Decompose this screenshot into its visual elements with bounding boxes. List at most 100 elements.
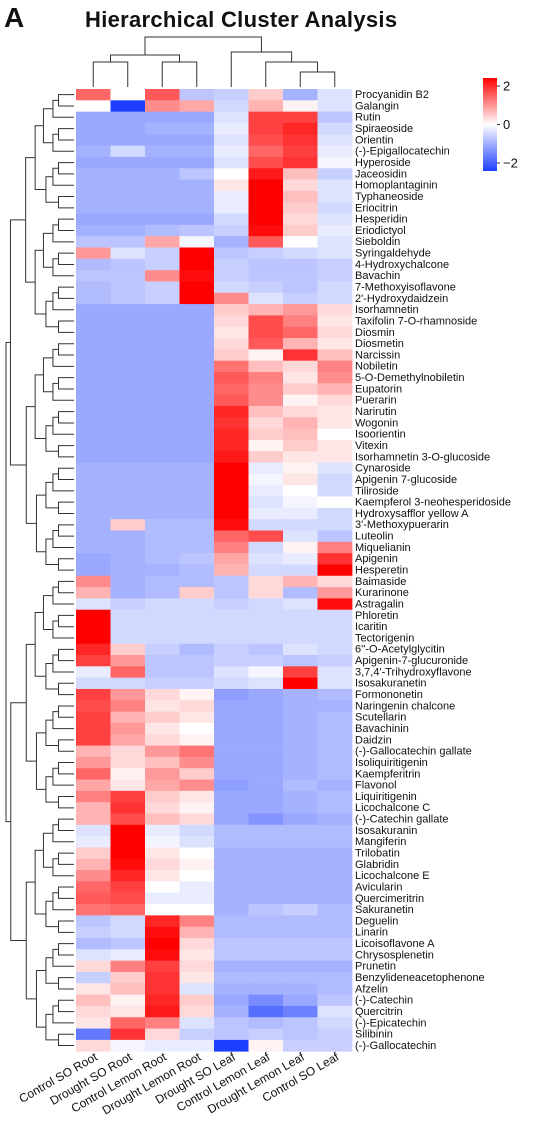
- heatmap-cell: [76, 1028, 111, 1041]
- heatmap-cell: [248, 315, 284, 328]
- heatmap-cell: [179, 496, 215, 509]
- heatmap-cell: [214, 575, 249, 588]
- heatmap-cell: [317, 1005, 353, 1018]
- dendrogram-branch: [45, 776, 59, 803]
- row-label: Hesperidin: [355, 214, 408, 226]
- heatmap-cell: [110, 236, 146, 248]
- heatmap-cell: [145, 89, 180, 101]
- heatmap-cell: [179, 338, 215, 350]
- heatmap-cell: [110, 994, 146, 1007]
- heatmap-cell: [76, 553, 111, 565]
- dendrogram-branch: [58, 94, 74, 107]
- dendrogram-branch: [58, 377, 74, 390]
- heatmap-cell: [214, 100, 249, 113]
- row-label: Kaempferitrin: [355, 768, 420, 780]
- heatmap-cell: [214, 372, 249, 384]
- row-label: Nobiletin: [355, 361, 398, 373]
- dendrogram-branch: [42, 832, 53, 868]
- dendrogram-branch: [52, 529, 74, 548]
- heatmap-cell: [110, 202, 146, 214]
- heatmap-cell: [283, 134, 318, 146]
- heatmap-cell: [317, 168, 353, 180]
- heatmap-cell: [76, 326, 111, 339]
- column-dendrogram: [92, 36, 336, 87]
- heatmap-cell: [145, 304, 180, 316]
- heatmap-cell: [248, 292, 284, 305]
- heatmap-cell: [214, 836, 249, 848]
- heatmap-cell: [179, 439, 215, 452]
- heatmap-cell: [283, 666, 318, 679]
- heatmap-cell: [76, 994, 111, 1007]
- heatmap-cell: [76, 122, 111, 135]
- heatmap-cell: [110, 824, 146, 837]
- heatmap-cell: [214, 315, 249, 328]
- heatmap-cell: [110, 1017, 146, 1029]
- heatmap-cell: [317, 122, 353, 135]
- heatmap-cell: [283, 326, 318, 339]
- heatmap-cell: [76, 926, 111, 939]
- heatmap-cell: [283, 270, 318, 282]
- heatmap-cell: [179, 156, 215, 169]
- heatmap-cell: [145, 722, 180, 735]
- heatmap-cell: [248, 485, 284, 497]
- row-label: Isoorientin: [355, 429, 406, 441]
- heatmap-cell: [145, 824, 180, 837]
- heatmap-cell: [214, 711, 249, 724]
- heatmap-cell: [179, 836, 215, 848]
- heatmap-cell: [317, 451, 353, 463]
- heatmap-cell: [179, 292, 215, 305]
- heatmap-cell: [317, 89, 353, 101]
- dendrogram-branch: [5, 341, 11, 823]
- heatmap-cell: [317, 156, 353, 169]
- row-label: Kaempferol 3-neohesperidoside: [355, 497, 511, 509]
- heatmap-cell: [283, 700, 318, 712]
- row-label: Puerarin: [355, 395, 397, 407]
- heatmap-cell: [317, 553, 353, 565]
- heatmap-cell: [179, 485, 215, 497]
- heatmap-cell: [110, 949, 146, 962]
- heatmap-cell: [283, 530, 318, 543]
- dendrogram-branch: [92, 61, 129, 87]
- heatmap-cell: [317, 722, 353, 735]
- heatmap-cell: [76, 360, 111, 373]
- heatmap-cell: [317, 881, 353, 894]
- row-label: 3,7,4'-Trihydroxyflavone: [355, 666, 472, 678]
- dendrogram-branch: [58, 886, 74, 899]
- heatmap-cell: [76, 270, 111, 282]
- row-label: Procyanidin B2: [355, 89, 429, 101]
- heatmap-cell: [317, 926, 353, 939]
- heatmap-cell: [145, 179, 180, 192]
- heatmap-cell: [317, 360, 353, 373]
- heatmap-cell: [179, 1028, 215, 1041]
- heatmap-cell: [145, 507, 180, 520]
- heatmap-cell: [317, 824, 353, 837]
- heatmap-cell: [248, 451, 284, 463]
- heatmap-cell: [317, 960, 353, 973]
- row-label: 7-Methoxyisoflavone: [355, 282, 456, 294]
- dendrogram-branch: [52, 416, 74, 435]
- heatmap-cell: [145, 213, 180, 226]
- heatmap-cell: [214, 439, 249, 452]
- heatmap-cell: [145, 1028, 180, 1041]
- heatmap-cell: [179, 722, 215, 735]
- heatmap-cell: [214, 462, 249, 475]
- heatmap-cell: [248, 790, 284, 803]
- heatmap-cell: [179, 417, 215, 429]
- heatmap-cell: [179, 983, 215, 995]
- heatmap-cell: [76, 213, 111, 226]
- heatmap-cell: [179, 281, 215, 294]
- heatmap-cell: [76, 779, 111, 792]
- heatmap-cell: [76, 507, 111, 520]
- row-label: Baimaside: [355, 576, 406, 588]
- heatmap-cell: [110, 711, 146, 724]
- heatmap-cell: [214, 236, 249, 248]
- heatmap-cell: [248, 224, 284, 237]
- heatmap-cell: [214, 960, 249, 973]
- heatmap-cell: [179, 587, 215, 599]
- heatmap-cell: [145, 870, 180, 882]
- heatmap-cell: [76, 247, 111, 260]
- dendrogram-branch: [45, 662, 59, 690]
- row-label: Glabridin: [355, 859, 399, 871]
- heatmap-cell: [179, 247, 215, 260]
